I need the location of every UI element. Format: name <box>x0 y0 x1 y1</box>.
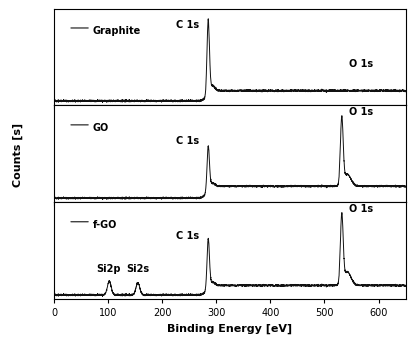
Text: O 1s: O 1s <box>349 204 373 214</box>
Text: C 1s: C 1s <box>176 20 199 30</box>
Text: f-GO: f-GO <box>93 220 117 230</box>
Text: GO: GO <box>93 123 109 133</box>
X-axis label: Binding Energy [eV]: Binding Energy [eV] <box>167 324 292 334</box>
Text: Graphite: Graphite <box>93 26 141 36</box>
Text: Si2p: Si2p <box>96 264 120 274</box>
Text: Counts [s]: Counts [s] <box>12 123 23 187</box>
Text: C 1s: C 1s <box>176 136 199 146</box>
Text: O 1s: O 1s <box>349 59 373 69</box>
Text: Si2s: Si2s <box>126 264 149 274</box>
Text: O 1s: O 1s <box>349 107 373 117</box>
Text: C 1s: C 1s <box>176 231 199 241</box>
